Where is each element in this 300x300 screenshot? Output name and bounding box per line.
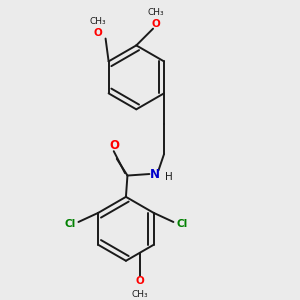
Text: H: H xyxy=(165,172,172,182)
Text: Cl: Cl xyxy=(176,219,188,230)
Text: CH₃: CH₃ xyxy=(90,17,106,26)
Text: O: O xyxy=(135,276,144,286)
Text: O: O xyxy=(94,28,102,38)
Text: O: O xyxy=(110,139,120,152)
Text: CH₃: CH₃ xyxy=(131,290,148,299)
Text: CH₃: CH₃ xyxy=(147,8,164,17)
Text: Cl: Cl xyxy=(64,219,76,230)
Text: N: N xyxy=(150,167,160,181)
Text: O: O xyxy=(151,20,160,29)
